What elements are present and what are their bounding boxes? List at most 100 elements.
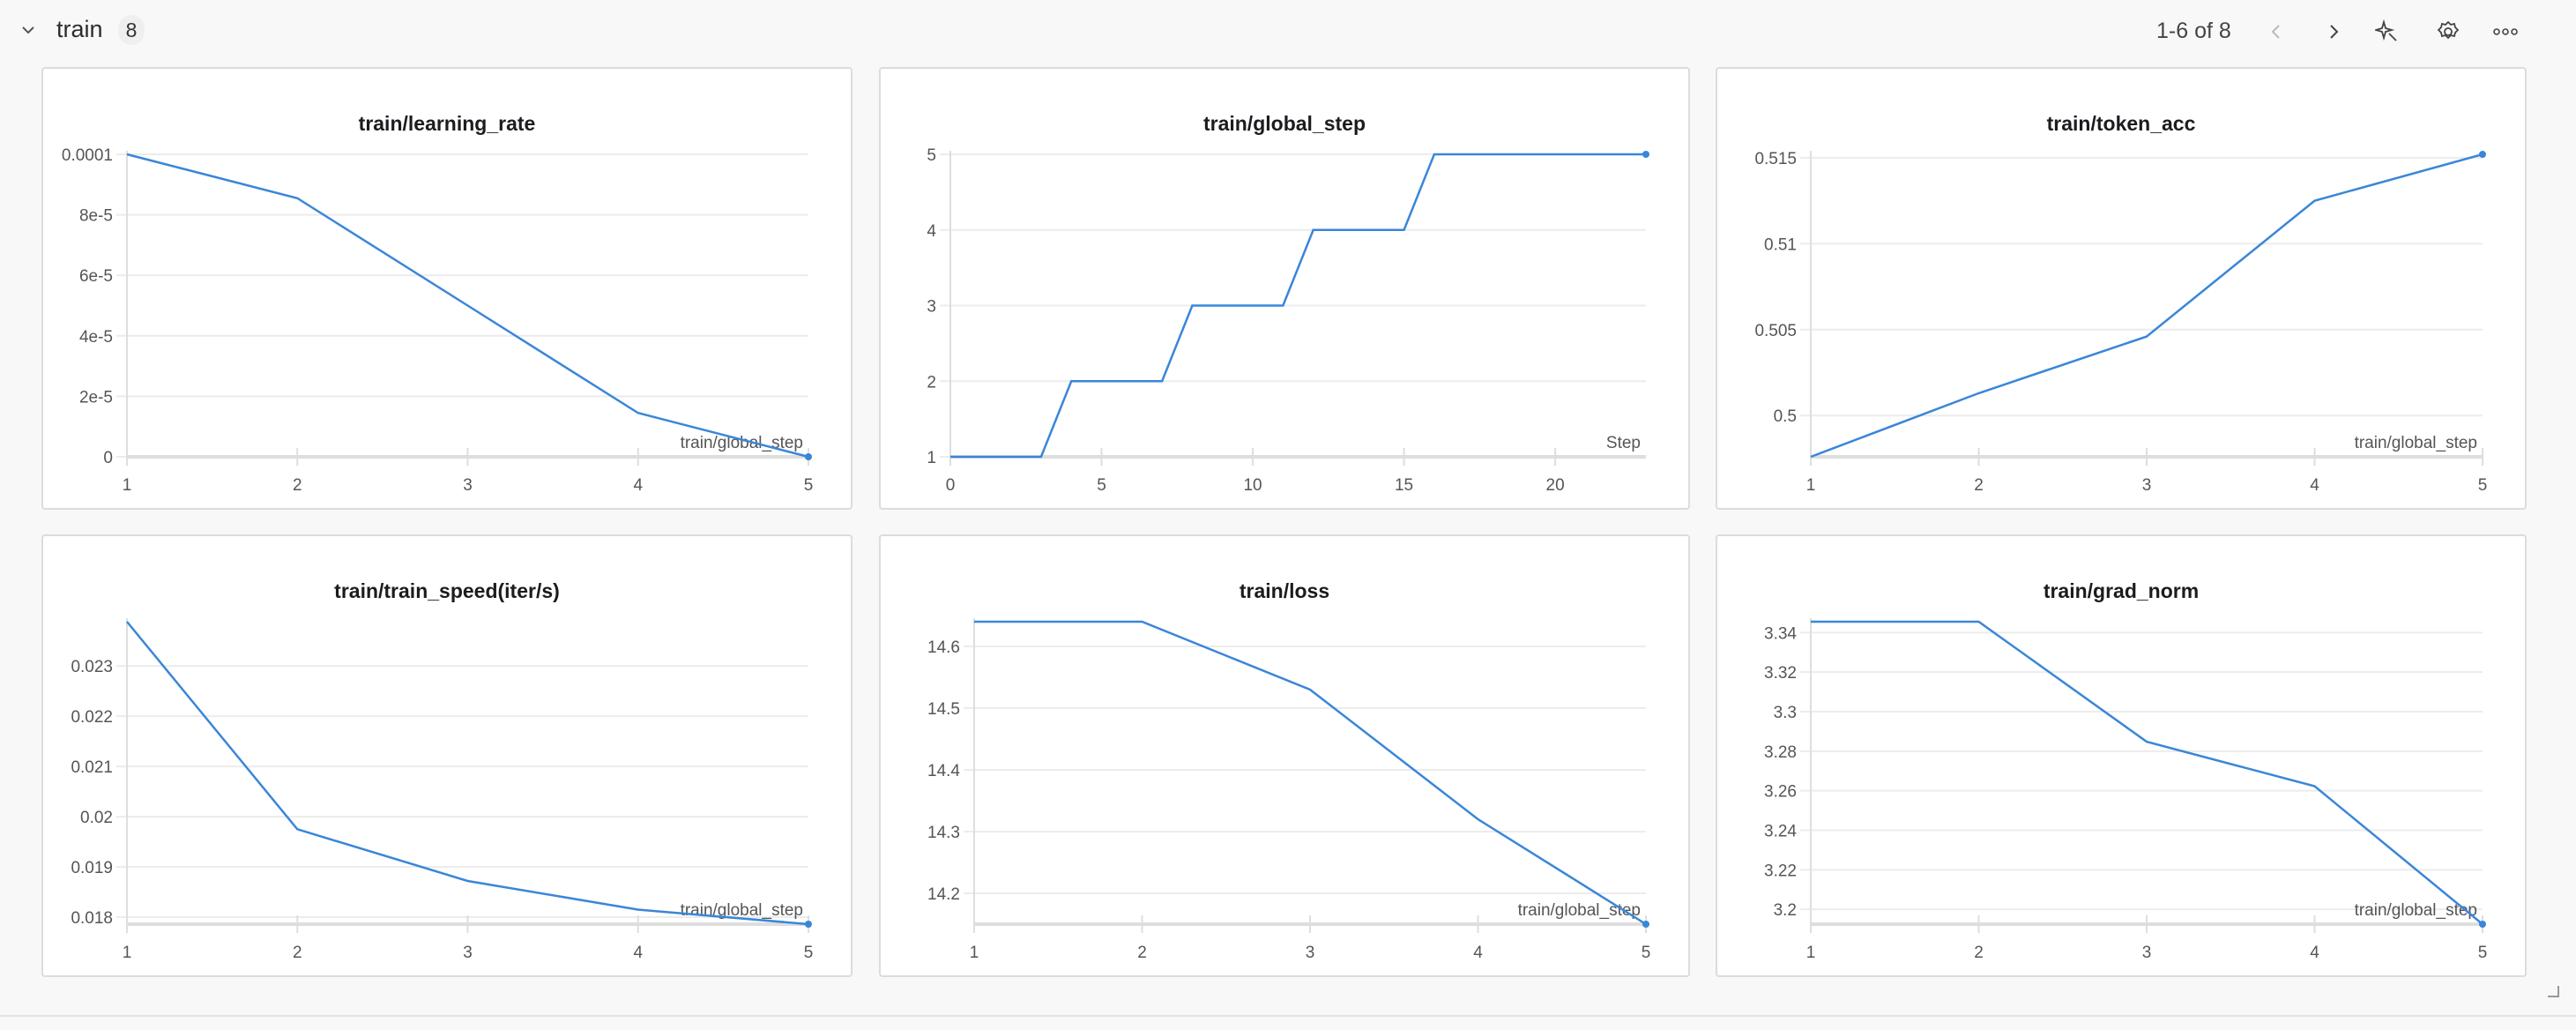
x-tick-label: 5 — [1097, 476, 1106, 495]
x-tick-label: 5 — [804, 476, 814, 495]
last-point-marker — [2479, 921, 2486, 928]
last-point-marker — [2479, 151, 2486, 158]
section-divider — [0, 1015, 2576, 1017]
x-tick-label: 2 — [1974, 944, 1984, 962]
y-tick-label: 6e-5 — [79, 267, 113, 286]
x-tick-label: 1 — [123, 944, 132, 962]
pagination-label: 1-6 of 8 — [2156, 19, 2231, 43]
line-chart: train/loss 14.2 14.3 14.4 14.5 14.6 1 2 3 4 5 train… — [927, 579, 1651, 962]
series-line[interactable] — [126, 621, 809, 926]
gear-icon — [2437, 20, 2460, 40]
y-tick-label: 0.022 — [71, 708, 113, 727]
sparkle-pin-icon — [2375, 19, 2397, 41]
y-tick-label: 0.505 — [1754, 322, 1797, 340]
x-tick-label: 5 — [2478, 944, 2488, 962]
line-chart: train/train_speed(iter/s) 0.018 0.019 0.02 0… — [71, 579, 813, 962]
y-tick-label: 0 — [103, 449, 113, 467]
chart-title: train/learning_rate — [359, 112, 536, 135]
chart-panel[interactable]: train/grad_norm 3.2 3.22 3.24 3.26 3.28 3.3 3.3… — [1716, 534, 2527, 977]
chart-panel[interactable]: train/loss 14.2 14.3 14.4 14.5 14.6 1 2 3 4 5 train… — [879, 534, 1690, 977]
x-tick-label: 1 — [123, 476, 132, 495]
y-tick-label: 0.02 — [80, 809, 113, 827]
x-tick-label: 2 — [293, 944, 302, 962]
y-tick-label: 3.28 — [1764, 743, 1797, 762]
series-line[interactable] — [950, 153, 1646, 459]
last-point-marker — [1642, 151, 1649, 158]
series-line[interactable] — [974, 620, 1647, 926]
y-tick-label: 1 — [927, 449, 936, 467]
chart-panel[interactable]: train/global_step 1 2 3 4 5 0 5 10 15 20 Step — [879, 67, 1690, 510]
x-axis-label: train/global_step — [2355, 901, 2477, 920]
resize-handle[interactable] — [2546, 984, 2560, 998]
chart-title: train/global_step — [1203, 112, 1366, 135]
y-tick-label: 0.515 — [1754, 150, 1797, 168]
x-tick-label: 5 — [2478, 476, 2488, 495]
y-tick-label: 3.24 — [1764, 823, 1797, 841]
x-tick-label: 3 — [2142, 944, 2152, 962]
chart-title: train/token_acc — [2047, 112, 2196, 135]
more-options-button[interactable] — [2491, 18, 2520, 46]
chart-title: train/grad_norm — [2044, 579, 2199, 602]
x-tick-label: 4 — [633, 476, 643, 495]
chevron-down-icon[interactable] — [18, 19, 39, 41]
resize-corner-icon — [2548, 986, 2559, 997]
series-line[interactable] — [1811, 620, 2483, 925]
prev-page-button[interactable] — [2262, 18, 2290, 46]
x-tick-label: 1 — [970, 944, 979, 962]
x-tick-label: 3 — [463, 476, 473, 495]
y-tick-label: 3.26 — [1764, 783, 1797, 802]
y-tick-label: 3.2 — [1774, 901, 1797, 920]
more-horizontal-icon — [2493, 28, 2518, 35]
x-tick-label: 1 — [1806, 476, 1816, 495]
y-tick-label: 14.2 — [927, 885, 960, 904]
y-tick-label: 0.0001 — [62, 146, 113, 165]
section-title[interactable]: train — [56, 16, 103, 42]
x-axis-label: train/global_step — [681, 901, 803, 920]
line-chart: train/grad_norm 3.2 3.22 3.24 3.26 3.28 3.3 3.3… — [1764, 579, 2488, 962]
x-tick-label: 3 — [1306, 944, 1315, 962]
x-tick-label: 4 — [633, 944, 643, 962]
y-tick-label: 2e-5 — [79, 388, 113, 407]
y-tick-label: 14.5 — [927, 700, 960, 719]
chevron-right-icon — [2330, 25, 2339, 39]
x-tick-label: 15 — [1395, 476, 1413, 495]
line-chart: train/token_acc 0.5 0.505 0.51 0.515 1 2 3 4 5 tra… — [1754, 112, 2488, 495]
pin-button[interactable] — [2373, 18, 2401, 46]
settings-button[interactable] — [2434, 18, 2462, 46]
x-axis-label: train/global_step — [2355, 434, 2477, 452]
chart-panel[interactable]: train/token_acc 0.5 0.505 0.51 0.515 1 2 3 4 5 tra… — [1716, 67, 2527, 510]
last-point-marker — [805, 453, 812, 460]
line-chart: train/learning_rate 0 2e-5 4e-5 6e-5 8e-5 0.00… — [62, 112, 814, 495]
x-tick-label: 4 — [2310, 476, 2319, 495]
y-tick-label: 0.023 — [71, 658, 113, 676]
chart-title: train/loss — [1240, 579, 1329, 602]
y-tick-label: 0.51 — [1764, 235, 1797, 254]
x-tick-label: 20 — [1546, 476, 1565, 495]
series-line[interactable] — [1810, 153, 2483, 459]
x-tick-label: 4 — [2310, 944, 2319, 962]
series-line[interactable] — [126, 153, 809, 459]
x-tick-label: 2 — [293, 476, 302, 495]
x-tick-label: 2 — [1974, 476, 1984, 495]
panel-count-badge: 8 — [118, 15, 145, 45]
chart-panel[interactable]: train/learning_rate 0 2e-5 4e-5 6e-5 8e-5 0.00… — [41, 67, 852, 510]
x-tick-label: 0 — [946, 476, 956, 495]
x-tick-label: 5 — [1642, 944, 1651, 962]
chevron-left-icon — [2271, 25, 2280, 39]
chart-panel[interactable]: train/train_speed(iter/s) 0.018 0.019 0.02 0… — [41, 534, 852, 977]
x-axis-label: train/global_step — [1518, 901, 1641, 920]
x-tick-label: 4 — [1473, 944, 1483, 962]
y-tick-label: 8e-5 — [79, 207, 113, 226]
y-tick-label: 14.4 — [927, 762, 960, 780]
next-page-button[interactable] — [2319, 18, 2348, 46]
y-tick-label: 0.5 — [1774, 407, 1797, 426]
y-tick-label: 0.018 — [71, 909, 113, 928]
x-axis-label: Step — [1606, 434, 1641, 452]
y-tick-label: 3.34 — [1764, 624, 1797, 643]
x-tick-label: 2 — [1137, 944, 1147, 962]
y-tick-label: 14.6 — [927, 638, 960, 657]
x-tick-label: 1 — [1806, 944, 1816, 962]
y-tick-label: 4e-5 — [79, 328, 113, 347]
last-point-marker — [1642, 921, 1649, 928]
chart-title: train/train_speed(iter/s) — [334, 579, 560, 602]
